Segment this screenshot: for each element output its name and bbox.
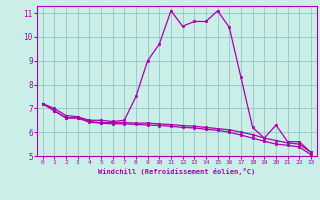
X-axis label: Windchill (Refroidissement éolien,°C): Windchill (Refroidissement éolien,°C) [98, 168, 255, 175]
